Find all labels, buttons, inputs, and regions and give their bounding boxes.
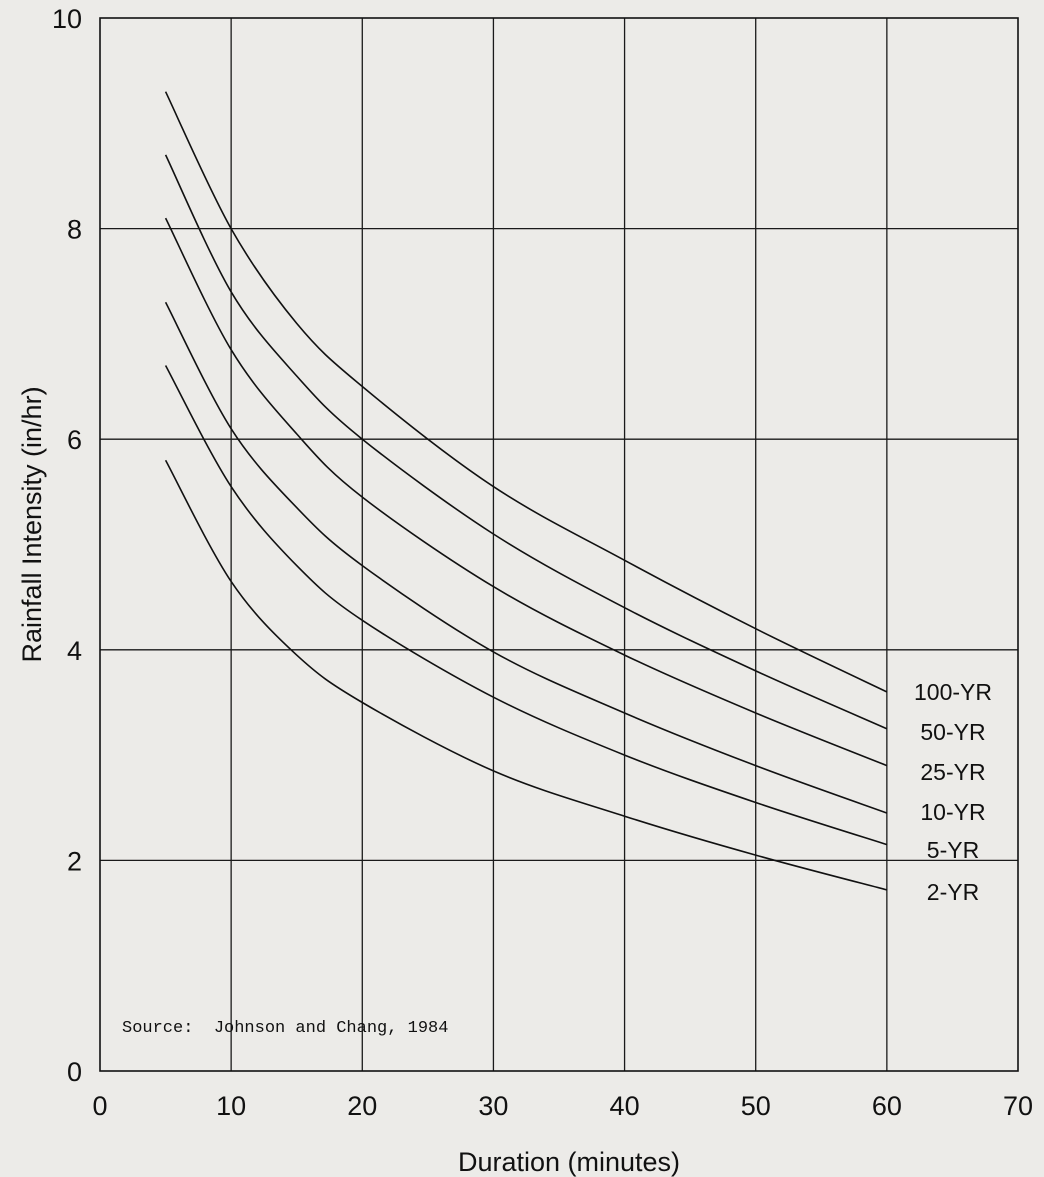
x-tick-label: 40 — [610, 1091, 640, 1121]
y-tick-label: 0 — [67, 1057, 82, 1087]
series-line-50-yr — [164, 154, 888, 730]
source-annotation: Source: Johnson and Chang, 1984 — [122, 1019, 448, 1038]
x-tick-label: 50 — [741, 1091, 771, 1121]
series-line-10-yr — [164, 301, 888, 814]
y-tick-label: 6 — [67, 425, 82, 455]
plot-frame — [99, 17, 1019, 1072]
series-label-5-yr: 5-YR — [927, 837, 979, 863]
series-line-25-yr — [164, 217, 888, 767]
x-tick-label: 60 — [872, 1091, 902, 1121]
labels: 0 10 20 30 40 50 60 70 0 2 4 6 8 10 100-YR 50-YR 25-YR 10… — [52, 4, 1033, 1121]
series-label-100-yr: 100-YR — [914, 679, 992, 705]
x-tick-label: 20 — [347, 1091, 377, 1121]
curves — [164, 91, 888, 891]
x-tick-label: 0 — [92, 1091, 107, 1121]
series-line-5-yr — [164, 365, 888, 846]
series-line-2-yr — [164, 459, 888, 891]
series-label-2-yr: 2-YR — [927, 879, 979, 905]
y-tick-label: 2 — [67, 846, 82, 876]
series-label-50-yr: 50-YR — [920, 719, 985, 745]
x-axis-title: Duration (minutes) — [458, 1147, 680, 1177]
x-tick-label: 70 — [1003, 1091, 1033, 1121]
y-axis-title: Rainfall Intensity (in/hr) — [17, 386, 47, 662]
series-label-10-yr: 10-YR — [920, 799, 985, 825]
x-tick-label: 10 — [216, 1091, 246, 1121]
series-label-25-yr: 25-YR — [920, 759, 985, 785]
grid — [100, 18, 1018, 1071]
y-tick-label: 10 — [52, 4, 82, 34]
y-tick-label: 8 — [67, 215, 82, 245]
x-tick-label: 30 — [478, 1091, 508, 1121]
y-tick-label: 4 — [67, 636, 82, 666]
series-line-100-yr — [164, 91, 888, 693]
